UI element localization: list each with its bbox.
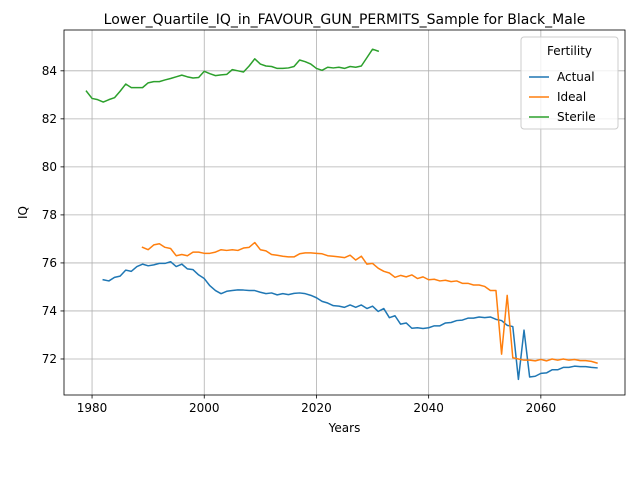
- x-tick-label: 2040: [413, 401, 444, 415]
- y-tick-label: 84: [42, 64, 57, 78]
- plot-frame: [63, 29, 626, 396]
- chart-title: Lower_Quartile_IQ_in_FAVOUR_GUN_PERMITS_…: [104, 12, 586, 28]
- y-tick-label: 82: [42, 112, 57, 126]
- y-tick-label: 76: [42, 256, 57, 270]
- y-tick-label: 80: [42, 160, 57, 174]
- series-line-ideal: [141, 241, 598, 364]
- legend-items: Actual Ideal Sterile: [529, 70, 596, 124]
- legend-label-ideal: Ideal: [557, 90, 586, 104]
- legend-label-actual: Actual: [557, 70, 595, 84]
- legend: Fertility Actual Ideal Sterile: [520, 36, 619, 130]
- tick-layer: 1980 2000 2020 2040 2060 72 74 76 78 80 82 84: [42, 64, 556, 415]
- series-line-actual: [102, 260, 598, 381]
- y-tick-label: 74: [42, 304, 57, 318]
- y-tick-label: 72: [42, 352, 57, 366]
- y-axis-label: IQ: [16, 206, 30, 219]
- series-layer: [85, 48, 598, 381]
- legend-title: Fertility: [547, 44, 592, 58]
- x-tick-label: 2020: [301, 401, 332, 415]
- legend-box: [520, 36, 619, 130]
- legend-label-sterile: Sterile: [557, 110, 596, 124]
- x-tick-label: 2000: [189, 401, 220, 415]
- x-tick-label: 1980: [77, 401, 108, 415]
- y-tick-label: 78: [42, 208, 57, 222]
- x-tick-label: 2060: [526, 401, 557, 415]
- x-axis-label: Years: [328, 421, 361, 435]
- series-line-sterile: [85, 48, 380, 103]
